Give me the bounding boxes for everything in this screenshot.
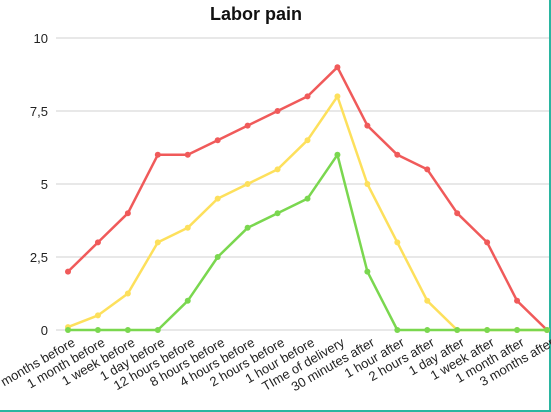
data-point <box>484 239 491 246</box>
data-point <box>394 151 401 158</box>
data-point <box>244 122 251 129</box>
data-point <box>244 181 251 187</box>
series-line <box>68 153 547 332</box>
data-point <box>334 93 341 100</box>
data-point <box>364 122 371 129</box>
data-point <box>274 166 281 173</box>
data-point <box>394 327 401 333</box>
series-1 <box>65 93 550 333</box>
data-point <box>424 327 431 333</box>
data-point <box>304 137 311 144</box>
data-point <box>514 327 521 333</box>
data-point <box>424 166 431 173</box>
data-point <box>214 137 221 144</box>
data-point <box>154 327 161 333</box>
data-point <box>334 151 341 158</box>
data-point <box>274 108 281 114</box>
data-point <box>214 195 221 202</box>
y-tick-label: 2,5 <box>30 250 48 265</box>
data-point <box>364 181 371 187</box>
y-tick-label: 5 <box>41 177 48 192</box>
data-point <box>514 297 521 304</box>
data-point <box>394 239 401 246</box>
data-point <box>244 224 251 231</box>
gridlines <box>56 37 549 331</box>
data-point <box>484 327 491 333</box>
data-point <box>94 312 101 319</box>
data-point <box>424 297 431 304</box>
series-2 <box>65 151 550 333</box>
data-point <box>124 327 131 333</box>
data-point <box>304 93 311 100</box>
y-tick-label: 7,5 <box>30 104 48 119</box>
data-point <box>184 297 191 304</box>
data-point <box>544 327 550 333</box>
data-point <box>124 290 131 297</box>
data-point <box>274 210 281 217</box>
data-point <box>154 151 161 158</box>
data-point <box>154 239 161 246</box>
data-point <box>454 210 461 217</box>
chart-title: Labor pain <box>210 4 302 24</box>
data-point <box>65 327 71 333</box>
y-tick-label: 0 <box>41 323 48 338</box>
data-point <box>94 327 101 333</box>
y-axis-tick-labels: 0 2,5 5 7,5 10 <box>30 31 48 338</box>
data-point <box>94 239 101 246</box>
y-tick-label: 10 <box>34 31 48 46</box>
data-point <box>124 210 131 217</box>
series-lines <box>65 64 550 333</box>
data-point <box>184 224 191 231</box>
data-point <box>334 64 341 71</box>
data-point <box>65 268 71 275</box>
data-point <box>184 151 191 158</box>
series-0 <box>65 64 550 333</box>
data-point <box>214 254 221 260</box>
data-point <box>364 268 371 275</box>
series-line <box>67 95 547 332</box>
data-point <box>304 195 311 202</box>
data-point <box>454 327 461 333</box>
